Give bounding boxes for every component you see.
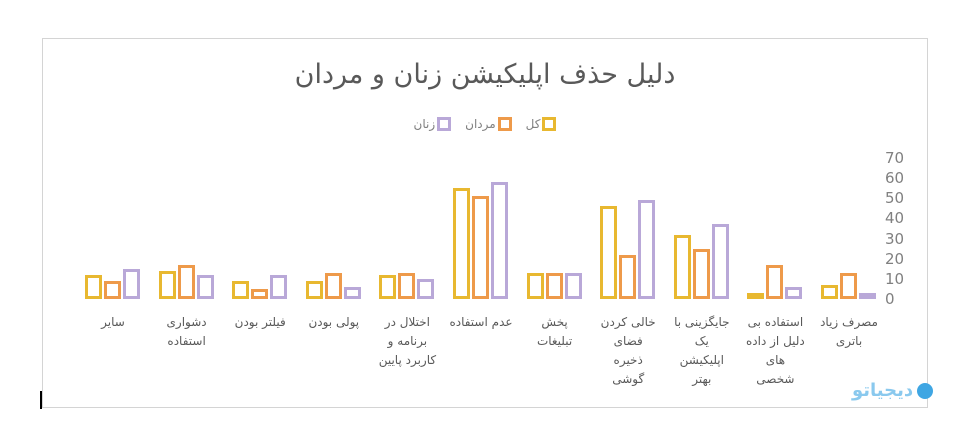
y-tick-label: 70 bbox=[885, 149, 905, 167]
bar-women bbox=[417, 278, 435, 299]
bar-men bbox=[104, 280, 121, 299]
legend-item-women: زنان bbox=[414, 117, 452, 131]
legend-swatch-total bbox=[542, 117, 557, 131]
legend-swatch-men bbox=[497, 117, 512, 131]
watermark-logo: دیجیاتو bbox=[852, 380, 934, 401]
bar-total bbox=[600, 206, 618, 299]
bar-women bbox=[196, 274, 214, 299]
x-axis-label: خالی کردن فضای ذخیره گوشی bbox=[600, 315, 656, 386]
x-axis-label: دشواری استفاده bbox=[166, 315, 207, 348]
x-axis-label: مصرف زیاد باتری bbox=[820, 315, 878, 348]
y-tick-label: 0 bbox=[885, 290, 895, 308]
legend-label-women: زنان bbox=[413, 117, 436, 131]
bar-men bbox=[398, 272, 416, 299]
bar-total bbox=[526, 272, 544, 299]
legend-label-total: کل bbox=[525, 117, 541, 131]
y-tick-label: 40 bbox=[885, 209, 905, 228]
x-axis-label: پولی بودن bbox=[308, 315, 360, 329]
bar-men bbox=[177, 264, 195, 299]
bar-men bbox=[692, 248, 710, 299]
chart-frame: دلیل حذف اپلیکیشن زنان و مردان کل مردان … bbox=[42, 38, 928, 408]
bar-women bbox=[123, 268, 140, 299]
x-axis-label: سایر bbox=[101, 315, 125, 329]
x-axis-label: عدم استفاده bbox=[449, 315, 513, 329]
bar-total bbox=[305, 280, 323, 299]
bar-total bbox=[85, 274, 102, 299]
bar-women bbox=[711, 224, 729, 299]
bar-women bbox=[491, 182, 508, 299]
bar-women bbox=[564, 272, 582, 299]
plot-area: 0 10 20 30 40 50 60 70 مصرف زیاد باتری استفاده ب… bbox=[43, 39, 927, 407]
y-tick-label: 30 bbox=[885, 229, 905, 248]
y-tick-label: 10 bbox=[885, 269, 905, 288]
text-cursor bbox=[40, 391, 42, 409]
bar-women bbox=[785, 286, 803, 299]
legend-swatch-women bbox=[437, 117, 452, 131]
bar-total bbox=[821, 284, 838, 299]
bar-men bbox=[251, 288, 269, 299]
y-tick-label: 20 bbox=[885, 249, 905, 268]
bar-men bbox=[472, 196, 489, 299]
bar-men bbox=[324, 272, 342, 299]
bar-men bbox=[766, 264, 784, 299]
bar-total bbox=[453, 188, 470, 299]
legend-label-men: مردان bbox=[465, 117, 496, 131]
y-tick-label: 60 bbox=[885, 169, 905, 188]
bar-women bbox=[638, 200, 656, 299]
bar-women bbox=[343, 286, 361, 299]
bar-total bbox=[232, 280, 250, 299]
legend-item-men: مردان bbox=[465, 117, 512, 131]
logo-circle-icon bbox=[917, 382, 934, 399]
bar-total bbox=[747, 293, 765, 299]
chart-title: دلیل حذف اپلیکیشن زنان و مردان bbox=[294, 59, 676, 90]
bar-men bbox=[619, 254, 637, 299]
legend-item-total: کل bbox=[526, 117, 557, 131]
watermark-text: دیجیاتو bbox=[852, 380, 914, 401]
bar-total bbox=[673, 234, 691, 299]
x-axis-label: استفاده بی دلیل از داده های شخصی bbox=[746, 315, 805, 386]
bar-men bbox=[545, 272, 563, 299]
bar-women bbox=[270, 274, 288, 299]
bar-total bbox=[158, 270, 176, 299]
x-axis-label: اختلال در برنامه و کاربرد پایین bbox=[378, 315, 437, 367]
x-axis-label: پخش تبلیغات bbox=[536, 315, 573, 348]
x-axis-label: جایگزینی با یک اپلیکیشن بهتر bbox=[674, 315, 730, 386]
bar-women bbox=[859, 292, 876, 299]
bar-total bbox=[379, 274, 397, 299]
x-axis-label: فیلتر بودن bbox=[234, 315, 286, 329]
y-tick-label: 50 bbox=[885, 189, 905, 208]
chart-legend: کل مردان زنان bbox=[43, 117, 927, 131]
bar-men bbox=[840, 272, 857, 299]
